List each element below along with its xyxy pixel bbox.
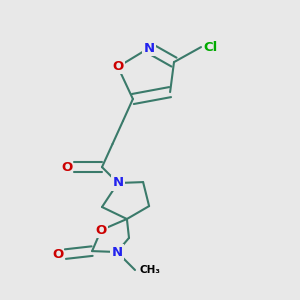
Text: N: N	[112, 176, 124, 190]
Text: Cl: Cl	[203, 40, 218, 54]
Text: O: O	[95, 224, 107, 237]
Text: O: O	[61, 160, 72, 174]
Text: N: N	[111, 245, 123, 259]
Text: CH₃: CH₃	[140, 265, 160, 275]
Text: O: O	[52, 248, 63, 261]
Text: N: N	[143, 41, 155, 55]
Text: O: O	[112, 60, 124, 74]
